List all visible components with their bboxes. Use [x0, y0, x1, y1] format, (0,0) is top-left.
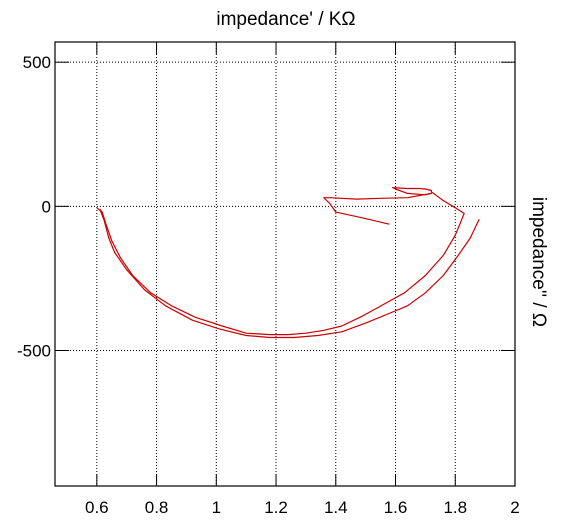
y-tick-label: 500 [23, 53, 51, 72]
y-tick-label: -500 [17, 341, 51, 360]
x-tick-labels: 0.6 0.8 1 1.2 1.4 1.6 1.8 2 [85, 498, 520, 517]
chart-title: impedance' / KΩ [216, 9, 355, 30]
x-tick-label: 1 [212, 498, 221, 517]
series-line-1 [99, 187, 465, 336]
y-tick-labels: 500 0 -500 [17, 53, 51, 360]
x-tick-label: 1.8 [443, 498, 467, 517]
x-tick-label: 0.8 [145, 498, 169, 517]
grid-lines [55, 42, 515, 486]
axis-ticks [55, 42, 516, 486]
x-tick-label: 1.2 [264, 498, 288, 517]
y-tick-label: 0 [42, 197, 51, 216]
x-tick-label: 0.6 [85, 498, 109, 517]
series-line-2 [96, 207, 480, 339]
plot-frame [54, 41, 516, 487]
x-tick-label: 1.6 [384, 498, 408, 517]
x-tick-label: 1.4 [324, 498, 348, 517]
x-tick-label: 2 [510, 498, 519, 517]
series-group [96, 187, 480, 339]
y-axis-title: impedance'' / Ω [528, 197, 549, 327]
